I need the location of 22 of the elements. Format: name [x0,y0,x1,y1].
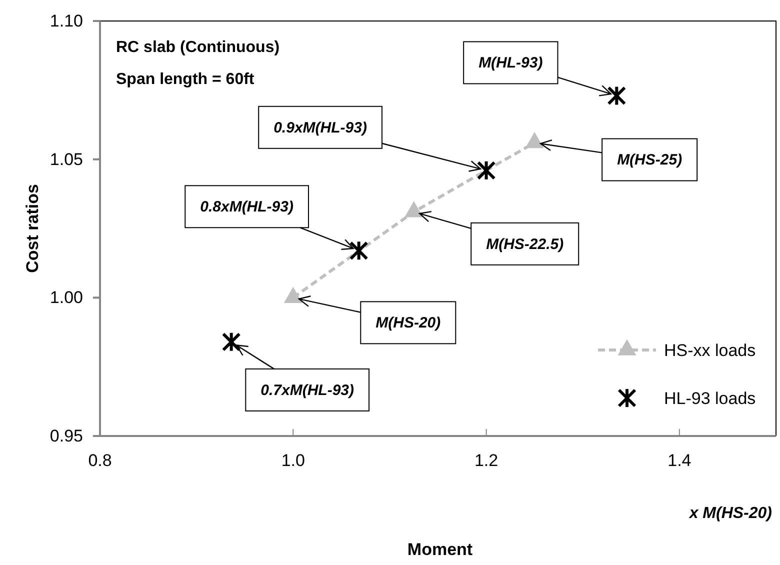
annotation: 0.8xM(HL-93) [200,198,294,216]
y-tick-label: 1.00 [50,288,83,308]
legend-label: HS-xx loads [664,341,756,360]
legend-label: HL-93 loads [664,389,756,408]
annotation: M(HS-20) [376,314,441,332]
text: RC slab (Continuous) [116,39,280,56]
y-tick-label: 1.10 [50,11,83,30]
y-axis-title: Cost ratios [23,184,42,273]
text: x M(HS-20) [688,505,772,522]
annotation: 0.7xM(HL-93) [260,382,354,399]
annotation: M(HS-22.5) [486,236,564,253]
x-tick-label: 1.0 [281,451,305,470]
annotation: M(HS-25) [617,152,682,169]
y-tick-label: 1.05 [50,150,83,169]
annotation: 0.9xM(HL-93) [274,119,367,136]
x-tick-label: 0.8 [88,451,112,470]
x-tick-label: 1.2 [474,451,498,470]
x-axis-title: Moment [407,540,473,559]
y-tick-label: 0.95 [50,426,83,446]
x-tick-label: 1.4 [668,451,692,470]
text: Span length = 60ft [116,71,255,88]
annotation: M(HL-93) [478,54,543,72]
